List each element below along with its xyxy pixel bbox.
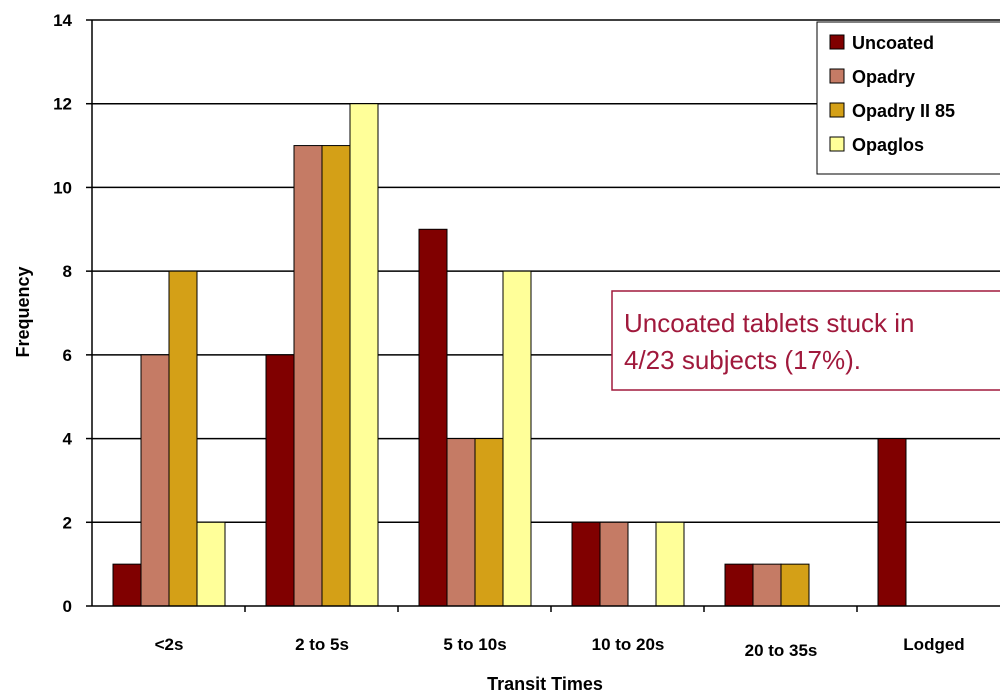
- axes: [86, 19, 1000, 612]
- bar-uncoated: [724, 563, 754, 607]
- legend-label: Opaglos: [852, 135, 924, 155]
- legend-swatch: [829, 102, 845, 118]
- legend-swatch: [829, 136, 845, 152]
- bar-opaglos: [196, 521, 226, 607]
- bar-opadry: [752, 563, 782, 607]
- x-axis-title: Transit Times: [487, 674, 603, 694]
- legend-swatch: [829, 68, 845, 84]
- bar-opaglos: [655, 521, 685, 607]
- legend-swatch: [829, 34, 845, 50]
- bar-uncoated: [418, 228, 448, 607]
- y-tick-label: 4: [63, 430, 73, 449]
- y-tick-label: 2: [63, 513, 72, 532]
- bar-opaglos: [349, 103, 379, 607]
- y-tick-label: 6: [63, 346, 72, 365]
- bar-opadry-ii-85: [321, 145, 351, 607]
- legend-label: Opadry: [852, 67, 915, 87]
- legend-box: [816, 21, 1000, 175]
- bar-opadry: [293, 145, 323, 607]
- bar-opadry-ii-85: [474, 438, 504, 607]
- x-tick-label: <2s: [155, 635, 184, 654]
- bar-opadry-ii-85: [780, 563, 810, 607]
- x-tick-label: 5 to 10s: [443, 635, 506, 654]
- y-axis-title: Frequency: [13, 266, 33, 357]
- annotation-border: [611, 290, 1000, 391]
- bar-opadry: [446, 438, 476, 607]
- x-tick-labels: <2s 2 to 5s 5 to 10s 10 to 20s 20 to 35s Lodg…: [155, 635, 965, 660]
- x-tick-label: 10 to 20s: [592, 635, 665, 654]
- bar-uncoated: [877, 438, 907, 607]
- y-tick-label: 10: [53, 178, 72, 197]
- annotation-box: Uncoated tablets stuck in 4/23 subjects …: [611, 290, 1000, 391]
- annotation-line-1: Uncoated tablets stuck in: [624, 308, 915, 338]
- x-tick-label: Lodged: [903, 635, 964, 654]
- bar-opadry: [599, 521, 629, 607]
- x-tick-label: 20 to 35s: [745, 641, 818, 660]
- annotation-line-2: 4/23 subjects (17%).: [624, 345, 861, 375]
- y-tick-label: 14: [53, 11, 72, 30]
- gridlines: [92, 19, 1000, 524]
- legend: Uncoated Opadry Opadry II 85 Opaglos: [816, 21, 1000, 175]
- bar-uncoated: [265, 354, 295, 607]
- bar-uncoated: [112, 563, 142, 607]
- bar-opadry-ii-85: [168, 270, 198, 607]
- y-tick-labels: 0 2 4 6 8 10 12 14: [53, 11, 72, 616]
- bar-uncoated: [571, 521, 601, 607]
- bars: [112, 103, 907, 607]
- bar-opaglos: [502, 270, 532, 607]
- y-tick-label: 12: [53, 95, 72, 114]
- legend-label: Uncoated: [852, 33, 934, 53]
- x-tick-label: 2 to 5s: [295, 635, 349, 654]
- y-tick-label: 8: [63, 262, 72, 281]
- legend-label: Opadry II 85: [852, 101, 955, 121]
- y-tick-label: 0: [63, 597, 72, 616]
- bar-opadry: [140, 354, 170, 607]
